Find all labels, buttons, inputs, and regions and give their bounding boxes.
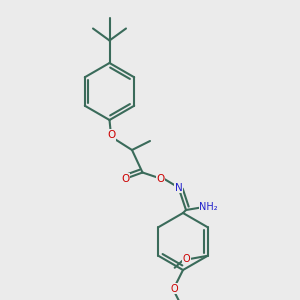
Text: N: N: [175, 182, 182, 193]
Text: O: O: [121, 173, 130, 184]
Text: O: O: [183, 254, 190, 264]
Text: O: O: [156, 173, 165, 184]
Text: NH₂: NH₂: [199, 202, 218, 212]
Text: O: O: [107, 130, 115, 140]
Text: O: O: [170, 284, 178, 294]
